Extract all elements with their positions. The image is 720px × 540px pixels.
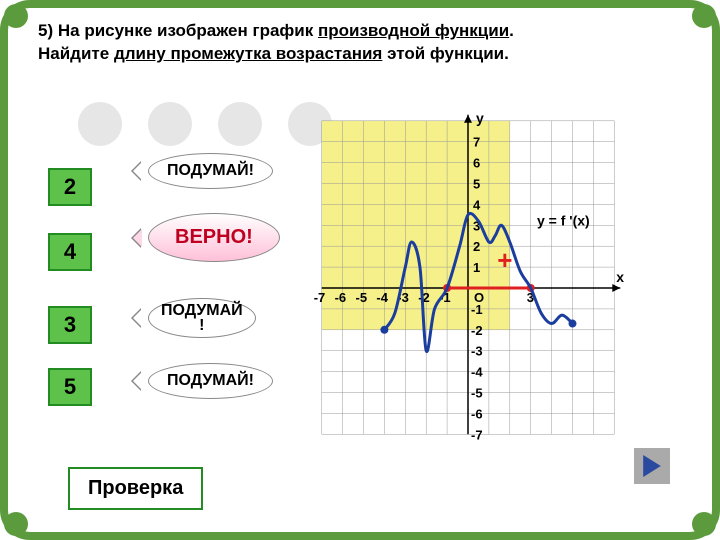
answer-option-2[interactable]: 2 xyxy=(48,168,92,206)
svg-text:7: 7 xyxy=(473,135,480,150)
svg-text:y = f '(x): y = f '(x) xyxy=(537,212,590,228)
svg-text:6: 6 xyxy=(473,156,480,171)
svg-text:-3: -3 xyxy=(471,344,483,359)
q-t1: На рисунке изображен график xyxy=(58,21,313,40)
q-t2: Найдите xyxy=(38,44,109,63)
check-button[interactable]: Проверка xyxy=(68,467,203,510)
think-bubble: ПОДУМАЙ! xyxy=(148,153,273,189)
think-bubble: ПОДУМАЙ! xyxy=(148,298,256,338)
q-t3: этой функции. xyxy=(387,44,509,63)
svg-text:-5: -5 xyxy=(356,290,368,305)
svg-text:-5: -5 xyxy=(471,386,483,401)
answer-option-5[interactable]: 5 xyxy=(48,368,92,406)
svg-text:-6: -6 xyxy=(471,406,483,421)
svg-text:2: 2 xyxy=(473,239,480,254)
svg-text:-2: -2 xyxy=(471,323,483,338)
chart: yxO1234567-1-2-3-4-5-6-7-7-6-5-4-3-2-13+… xyxy=(268,103,688,473)
svg-text:-7: -7 xyxy=(471,427,483,442)
play-icon xyxy=(641,455,663,477)
answer-option-3[interactable]: 3 xyxy=(48,306,92,344)
svg-text:5: 5 xyxy=(473,177,480,192)
svg-text:y: y xyxy=(476,110,484,126)
svg-text:+: + xyxy=(497,245,512,275)
next-button[interactable] xyxy=(634,448,670,484)
svg-text:-4: -4 xyxy=(376,290,388,305)
q-dot: . xyxy=(509,21,514,40)
question-text: 5) На рисунке изображен график производн… xyxy=(38,20,682,66)
svg-text:-6: -6 xyxy=(335,290,347,305)
answer-option-4[interactable]: 4 xyxy=(48,233,92,271)
correct-bubble: ВЕРНО! xyxy=(148,213,280,262)
q-p2: длину промежутка возрастания xyxy=(114,44,382,63)
q-num: 5) xyxy=(38,21,53,40)
svg-text:-7: -7 xyxy=(314,290,326,305)
think-bubble: ПОДУМАЙ! xyxy=(148,363,273,399)
svg-text:-1: -1 xyxy=(471,302,483,317)
svg-text:x: x xyxy=(616,269,624,285)
svg-text:4: 4 xyxy=(473,197,481,212)
q-p1: производной функции xyxy=(318,21,509,40)
svg-text:-4: -4 xyxy=(471,365,483,380)
svg-text:1: 1 xyxy=(473,260,480,275)
